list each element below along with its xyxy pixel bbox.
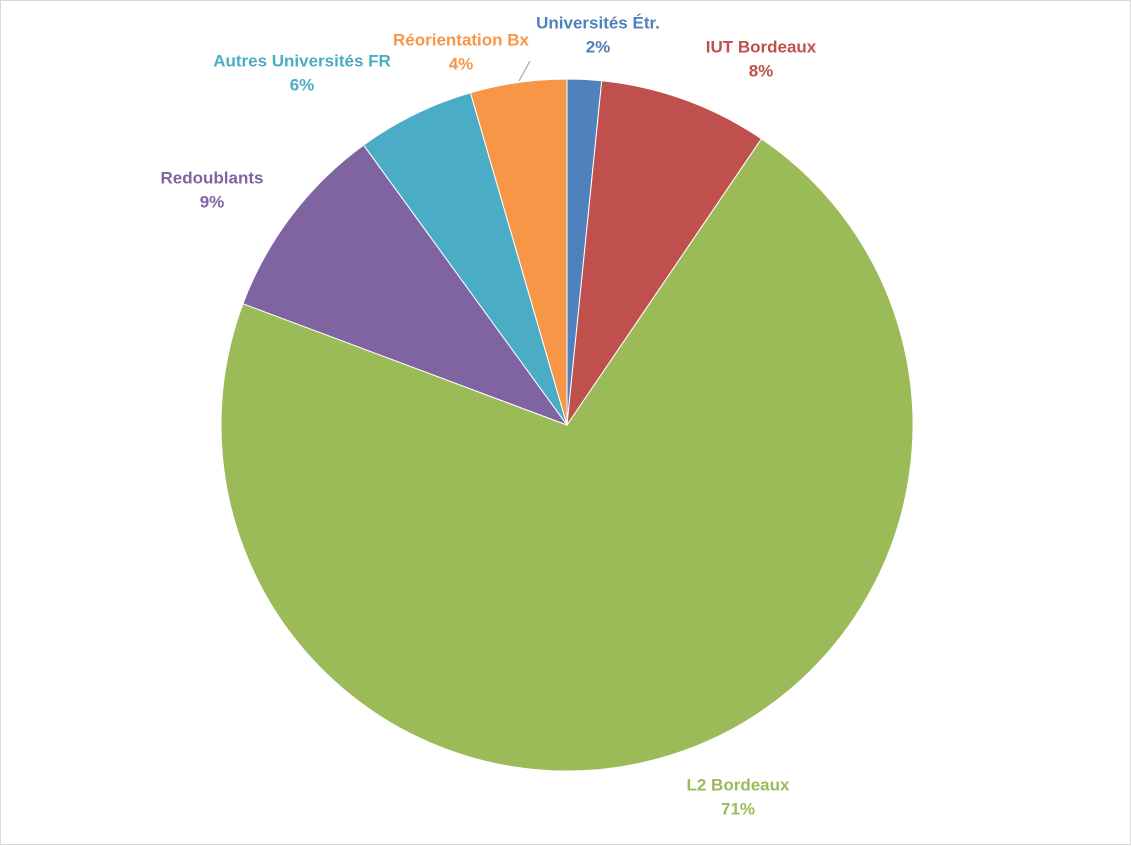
slice-category-label: Redoublants [161,169,264,188]
pie-slice [469,78,568,426]
slice-percent-label: 8% [749,62,774,81]
slice-category-label: L2 Bordeaux [687,776,791,795]
slice-category-label: Réorientation Bx [393,31,530,50]
slice-percent-label: 71% [721,800,755,819]
data-labels: Universités Étr. 2% IUT Bordeaux 8% L2 Borde… [161,14,817,819]
slice-percent-label: 6% [290,76,315,95]
leader-lines [518,60,531,82]
pie-slices [220,78,914,772]
slice-percent-label: 2% [586,38,611,57]
pie-slice [220,138,914,772]
slice-category-label: Universités Étr. [536,14,660,33]
pie-slice [242,144,569,427]
slice-category-label: Autres Universités FR [213,52,391,71]
slice-percent-label: 9% [200,193,225,212]
leader-line [518,60,531,82]
slice-category-label: IUT Bordeaux [706,38,817,57]
slice-percent-label: 4% [449,55,474,74]
pie-slice [566,80,763,426]
